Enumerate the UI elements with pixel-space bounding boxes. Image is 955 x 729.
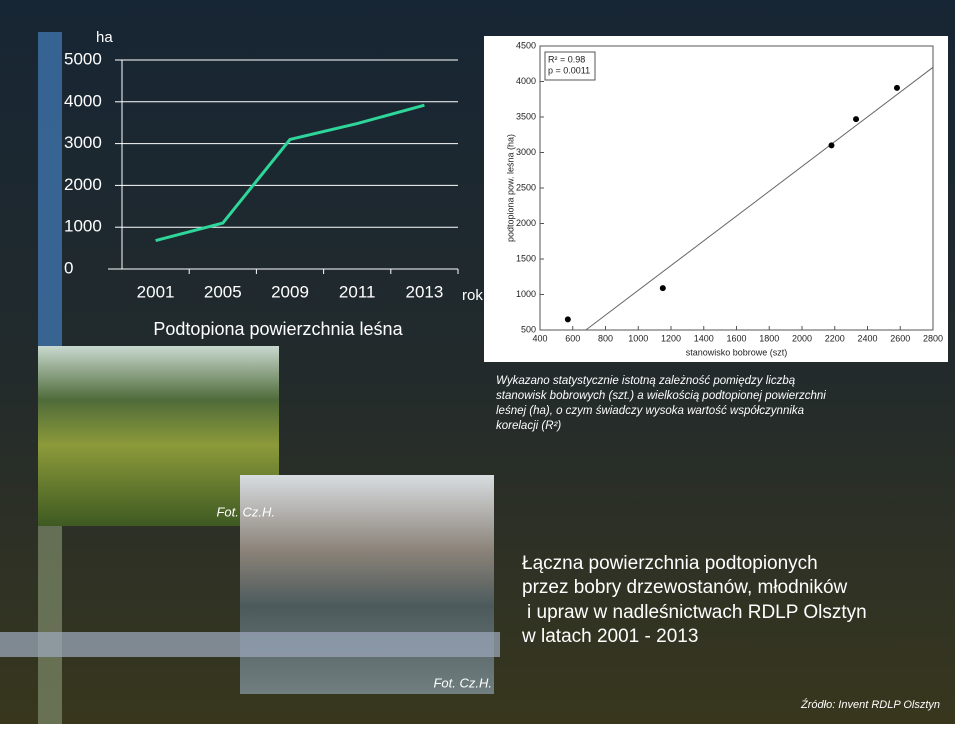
x-tick-label: 2001 (137, 282, 175, 301)
y-axis-label: podtopiona pow. leśna (ha) (505, 134, 515, 242)
point (659, 285, 666, 292)
source: Źródło: Invent RDLP Olsztyn (800, 698, 940, 711)
y-tick-label: 3000 (64, 133, 102, 152)
y-tick-label: 4000 (516, 76, 536, 86)
photo-credit: Fot. Cz.H. (216, 504, 275, 519)
annotation: p = 0.0011 (548, 65, 590, 75)
x-axis-label: rok (462, 287, 483, 304)
x-tick-label: 1400 (694, 333, 714, 343)
point (564, 316, 571, 323)
x-tick-label: 400 (532, 333, 547, 343)
main-text: przez bobry drzewostanów, młodników (522, 577, 848, 598)
y-tick-label: 3000 (516, 147, 536, 157)
x-tick-label: 2600 (890, 333, 910, 343)
point (853, 116, 860, 123)
x-tick-label: 2011 (339, 282, 376, 301)
x-tick-label: 1000 (628, 333, 648, 343)
caption: korelacji (R²) (496, 420, 561, 432)
x-tick-label: 800 (598, 333, 613, 343)
deco-bar (0, 632, 500, 657)
y-tick-label: 4000 (64, 91, 102, 110)
x-tick-label: 2009 (271, 282, 309, 301)
annotation: R² = 0.98 (548, 54, 585, 64)
chart-title: Podtopiona powierzchnia leśna (153, 319, 403, 339)
x-tick-label: 2200 (825, 333, 845, 343)
line-series (155, 103, 425, 243)
y-tick-label: 1500 (516, 253, 536, 263)
y-tick-label: 2000 (516, 218, 536, 228)
y-tick-label: 500 (521, 324, 536, 334)
x-axis-label: stanowisko bobrowe (szt) (686, 347, 788, 357)
annotation-box (544, 51, 596, 81)
x-tick-label: 600 (565, 333, 580, 343)
photo (38, 346, 279, 526)
y-tick-label: 0 (64, 258, 73, 277)
x-tick-label: 1800 (759, 333, 779, 343)
photo (240, 475, 494, 694)
point (893, 84, 900, 91)
point (828, 142, 835, 149)
x-tick-label: 2013 (405, 282, 443, 301)
main-text: w latach 2001 - 2013 (521, 626, 698, 647)
caption: Wykazano statystycznie istotną zależność… (496, 375, 795, 387)
y-tick-label: 2000 (64, 175, 102, 194)
scatter-panel (484, 36, 948, 362)
y-tick-label: 3500 (516, 111, 536, 121)
x-tick-label: 2800 (923, 333, 943, 343)
x-tick-label: 1200 (661, 333, 681, 343)
fit-line (585, 66, 934, 331)
caption: stanowisk bobrowych (szt.) a wielkością … (496, 390, 826, 402)
caption: leśnej (ha), o czym świadczy wysoka wart… (496, 405, 804, 417)
y-tick-label: 2500 (516, 182, 536, 192)
x-tick-label: 2000 (792, 333, 812, 343)
y-axis-label: ha (96, 29, 113, 46)
x-tick-label: 1600 (726, 333, 746, 343)
y-tick-label: 4500 (516, 40, 536, 50)
y-tick-label: 1000 (64, 217, 102, 236)
y-tick-label: 5000 (64, 49, 102, 68)
x-tick-label: 2005 (204, 282, 242, 301)
x-tick-label: 2400 (857, 333, 877, 343)
main-text: i upraw w nadleśnictwach RDLP Olsztyn (527, 602, 867, 623)
photo-credit: Fot. Cz.H. (433, 675, 492, 690)
main-text: Łączna powierzchnia podtopionych (522, 553, 818, 574)
y-tick-label: 1000 (516, 289, 536, 299)
